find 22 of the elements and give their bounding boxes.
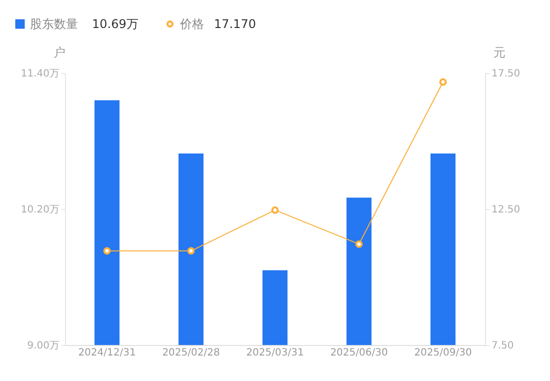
legend-label: 价格 xyxy=(179,17,204,31)
point xyxy=(271,206,279,214)
y-tick-label: 10.20万 xyxy=(20,204,60,216)
x-tick-label: 2025/02/28 xyxy=(162,348,220,358)
point xyxy=(103,247,111,255)
point xyxy=(355,240,363,248)
y2-tick-label: 12.50 xyxy=(492,204,520,216)
x-tick-label: 2024/12/31 xyxy=(78,348,136,358)
y-tick-label: 11.40万 xyxy=(20,68,60,80)
y-tick-label: 9.00万 xyxy=(27,340,60,352)
point xyxy=(187,247,195,255)
y2-tick-label: 7.50 xyxy=(492,340,514,352)
y2-axis-title: 元 xyxy=(494,46,506,60)
y2-tick-label: 17.50 xyxy=(492,68,520,80)
text: 17.170 xyxy=(214,17,256,31)
x-tick-label: 2025/03/31 xyxy=(246,348,304,358)
x-tick-label: 2025/06/30 xyxy=(330,348,388,358)
point xyxy=(439,78,447,86)
x-tick-label: 2025/09/30 xyxy=(414,348,472,358)
legend-label: 股东数量 xyxy=(30,17,78,31)
y-axis-title: 户 xyxy=(54,46,66,60)
text: 10.69万 xyxy=(92,17,138,31)
